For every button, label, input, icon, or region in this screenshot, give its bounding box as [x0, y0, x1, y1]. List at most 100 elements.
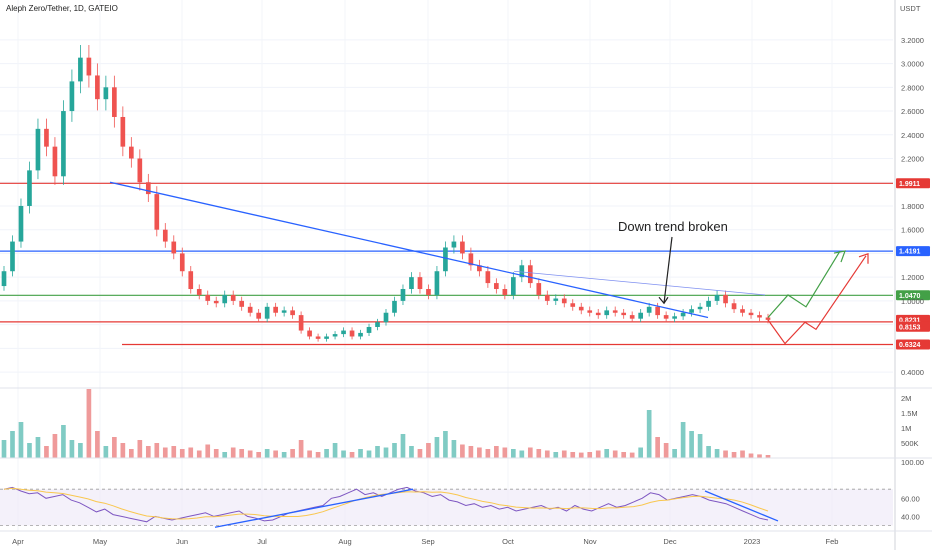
level-badge: [896, 339, 930, 350]
candle-body: [646, 306, 652, 313]
candle-body: [205, 294, 211, 301]
candle-body: [196, 289, 202, 295]
candle-body: [417, 277, 423, 290]
volume-bar: [213, 449, 219, 458]
volume-bar: [230, 447, 236, 458]
volume-bar: [723, 450, 728, 458]
volume-bar: [239, 449, 245, 458]
time-tick-label: Jun: [176, 537, 188, 546]
volume-bar: [527, 447, 533, 458]
candle-body: [706, 300, 711, 307]
time-tick-label: 2023: [744, 537, 761, 546]
candle-body: [434, 271, 440, 295]
candle-body: [544, 294, 550, 301]
candle-body: [460, 241, 465, 254]
volume-bar: [629, 452, 635, 458]
volume-bar: [409, 446, 414, 458]
bullish-arrowhead: [833, 250, 846, 263]
volume-bar: [740, 450, 745, 458]
bullish-projection: [767, 250, 841, 318]
candle-body: [502, 289, 508, 295]
candle-body: [188, 271, 194, 290]
volume-bar: [332, 443, 338, 458]
candle-body: [510, 277, 516, 295]
volume-bar: [188, 447, 194, 458]
candle-body: [145, 182, 151, 195]
bearish-arrowhead: [858, 252, 869, 264]
candle-body: [723, 294, 728, 304]
downtrend-line: [109, 181, 709, 319]
volume-bar: [171, 446, 177, 458]
candle-body: [587, 310, 593, 313]
price-tick-label: 0.4000: [901, 368, 924, 377]
time-tick-label: Nov: [583, 537, 597, 546]
price-tick-label: 1.8000: [901, 202, 924, 211]
volume-bar: [502, 447, 508, 458]
level-badge-label: 0.8231: [899, 317, 921, 324]
candle-body: [179, 253, 185, 272]
candle-body: [612, 310, 618, 313]
volume-bar: [103, 446, 109, 458]
time-tick-label: May: [93, 537, 107, 546]
volume-tick-label: 2M: [901, 394, 911, 403]
candle-body: [629, 315, 635, 319]
volume-bar: [52, 434, 58, 458]
volume-bar: [510, 449, 516, 458]
volume-bar: [44, 446, 49, 458]
level-badge: [896, 178, 930, 189]
candle-body: [35, 128, 41, 171]
candle-body: [120, 116, 126, 147]
volume-bar: [646, 410, 652, 458]
level-badge: [896, 321, 930, 332]
volume-tick-label: 1M: [901, 424, 911, 433]
level-badge-label: 0.6324: [899, 342, 921, 349]
volume-bar: [714, 449, 720, 458]
candle-body: [426, 289, 431, 295]
volume-bar: [145, 446, 151, 458]
price-tick-label: 3.2000: [901, 36, 924, 45]
volume-bar: [290, 449, 295, 458]
candle-body: [680, 312, 686, 317]
candle-body: [264, 306, 270, 319]
currency-label: USDT: [900, 4, 921, 13]
volume-bar: [426, 443, 431, 458]
volume-bar: [477, 447, 482, 458]
candle-body: [621, 312, 627, 316]
candle-body: [527, 265, 533, 284]
volume-bar: [706, 446, 711, 458]
candle-body: [95, 75, 100, 100]
price-tick-label: 2.8000: [901, 83, 924, 92]
volume-bar: [392, 443, 397, 458]
volume-bar: [162, 447, 168, 458]
volume-tick-label: 1.5M: [901, 409, 918, 418]
volume-bar: [553, 452, 559, 458]
candle-body: [485, 271, 491, 284]
volume-bar: [485, 449, 491, 458]
volume-bar: [731, 452, 737, 458]
volume-bar: [765, 455, 771, 458]
volume-bar: [86, 389, 92, 458]
rsi-tick-label: 40.00: [901, 512, 920, 521]
volume-bar: [222, 452, 228, 458]
volume-bar: [383, 447, 389, 458]
price-tick-label: 3.0000: [901, 60, 924, 69]
volume-bar: [544, 450, 550, 458]
volume-bar: [1, 440, 7, 458]
candle-body: [44, 128, 49, 147]
candle-body: [697, 306, 703, 310]
candle-body: [375, 322, 380, 327]
volume-bar: [612, 450, 618, 458]
volume-bar: [561, 450, 567, 458]
volume-bar: [375, 446, 380, 458]
time-tick-label: Feb: [826, 537, 839, 546]
volume-bar: [417, 449, 423, 458]
rsi-panel: [0, 486, 893, 528]
level-badge-label: 1.4191: [899, 249, 921, 256]
time-tick-label: Aug: [338, 537, 351, 546]
candle-body: [137, 158, 143, 183]
candle-body: [10, 241, 15, 272]
trend-curve: [513, 270, 766, 296]
level-badge-label: 1.0470: [899, 293, 921, 300]
